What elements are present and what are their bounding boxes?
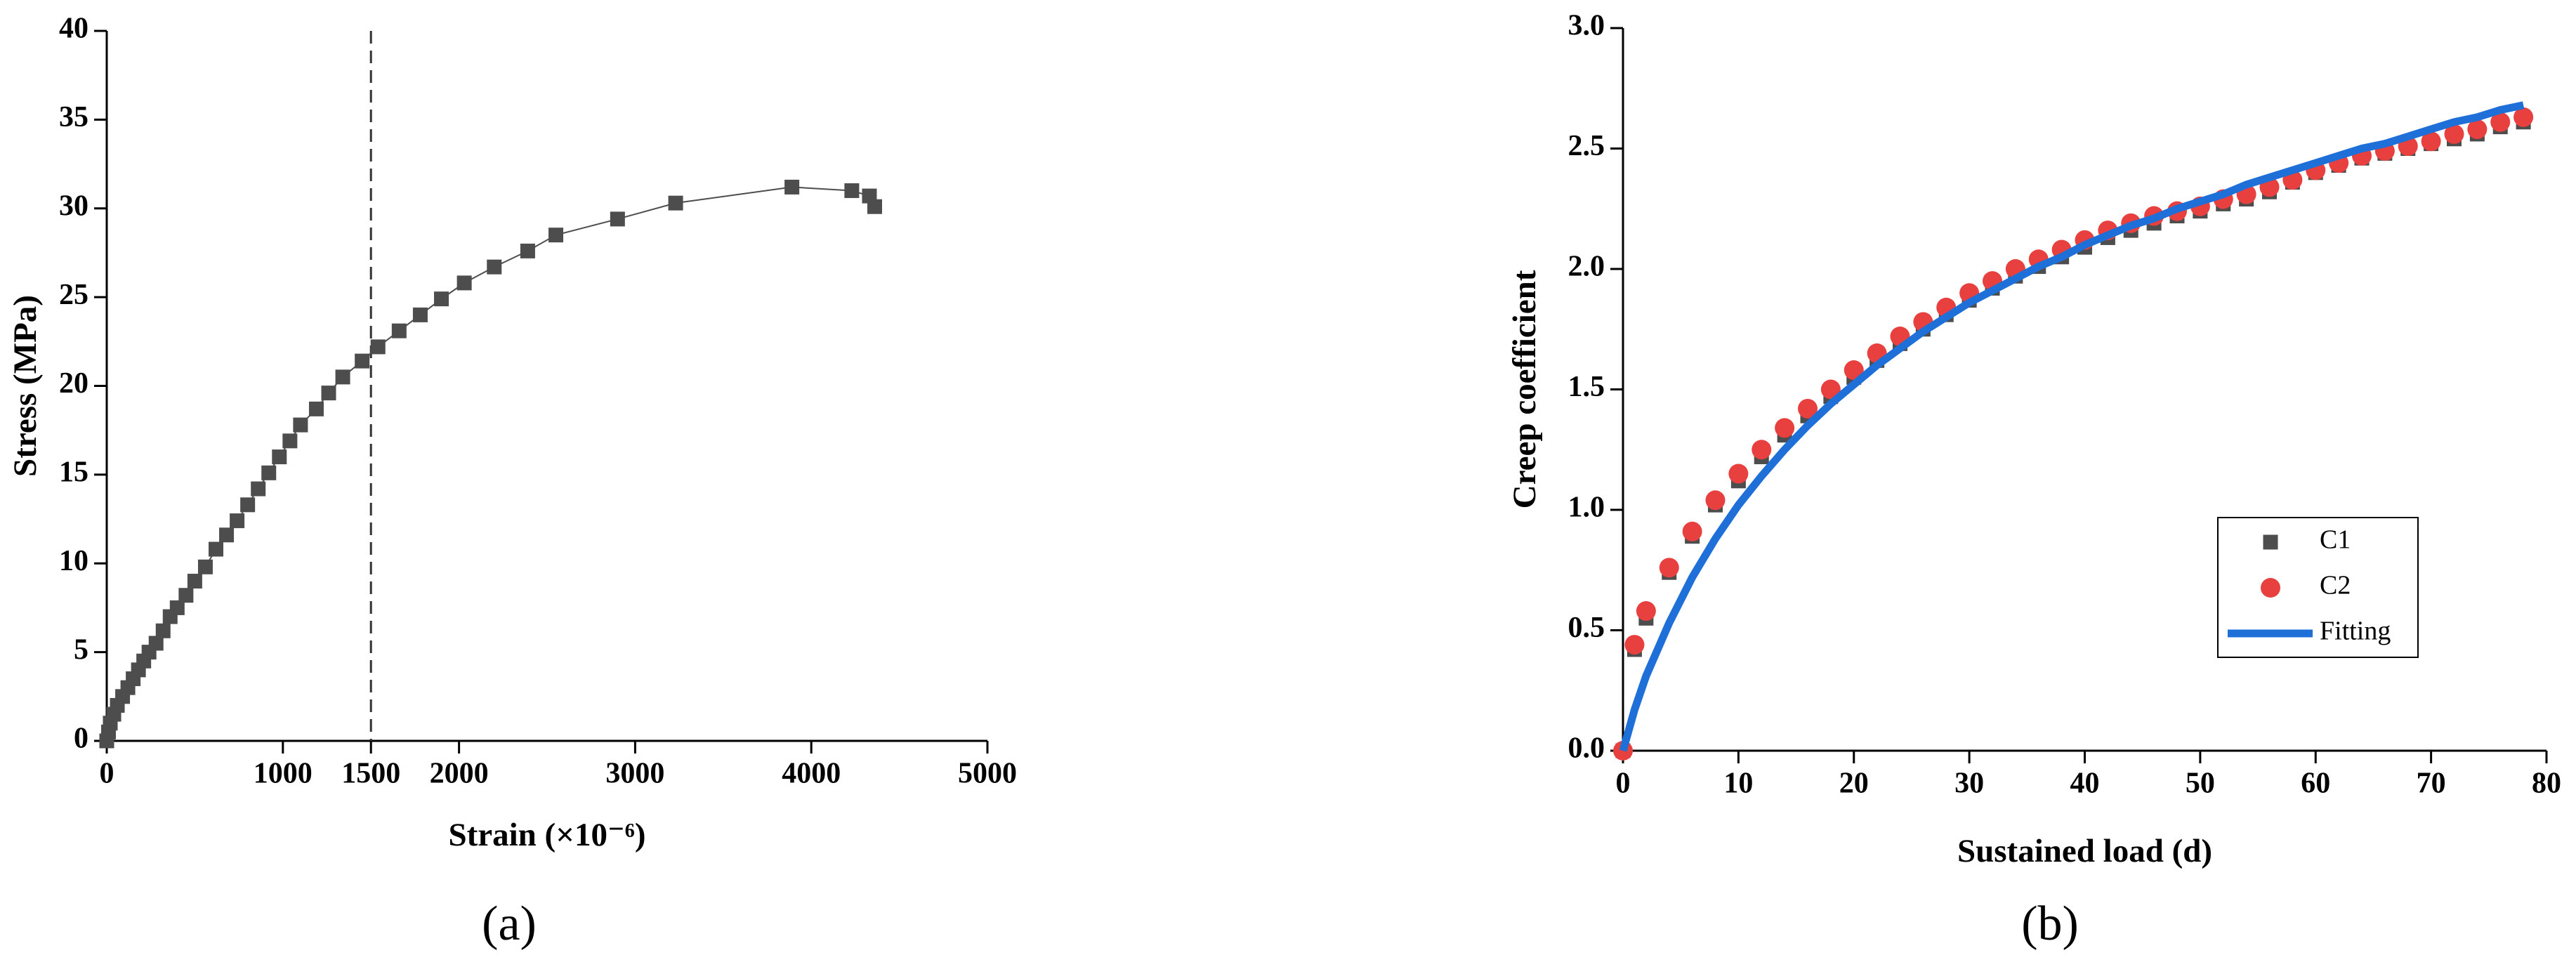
point — [272, 449, 287, 465]
x-tick-label: 0 — [100, 758, 114, 790]
x-tick-label: 3000 — [605, 758, 664, 790]
y-tick-label: 1.5 — [1568, 371, 1605, 403]
point — [867, 199, 882, 214]
point — [208, 541, 223, 557]
legend-label: C1 — [2320, 525, 2351, 555]
x-tick-label: 70 — [2417, 768, 2446, 800]
point — [610, 211, 625, 227]
point — [844, 183, 860, 198]
point — [2421, 131, 2441, 152]
point — [520, 243, 535, 258]
legend-label: Fitting — [2320, 617, 2391, 646]
point — [1820, 379, 1841, 400]
x-tick-label: 30 — [1954, 768, 1984, 800]
y-axis-title: Creep coefficient — [1506, 270, 1543, 508]
point — [1624, 635, 1645, 655]
y-tick-label: 35 — [59, 101, 88, 133]
point — [434, 291, 449, 307]
point — [335, 369, 350, 385]
point — [282, 433, 298, 449]
point — [169, 600, 185, 615]
point — [1728, 463, 1749, 484]
x-axis-title: Strain (×10⁻⁶) — [448, 817, 645, 853]
y-tick-label: 0.0 — [1568, 732, 1605, 765]
point — [1752, 440, 1772, 460]
point — [230, 513, 245, 529]
y-tick-label: 20 — [59, 367, 88, 400]
x-tick-label: 60 — [2301, 768, 2330, 800]
point — [155, 623, 171, 638]
x-tick-label: 50 — [2186, 768, 2215, 800]
y-tick-label: 0 — [74, 723, 88, 755]
y-tick-label: 40 — [59, 13, 88, 45]
point — [2467, 119, 2488, 140]
x-tick-label: 10 — [1723, 768, 1753, 800]
point — [197, 559, 213, 574]
point — [2490, 112, 2511, 132]
x-tick-label: 80 — [2532, 768, 2561, 800]
point — [784, 179, 800, 195]
point — [1636, 601, 1656, 621]
point — [1775, 418, 1795, 438]
legend-label: C2 — [2320, 571, 2351, 600]
point — [148, 636, 164, 651]
x-tick-label: 2000 — [430, 758, 489, 790]
point — [308, 401, 324, 416]
point — [251, 481, 266, 496]
x-tick-label: 1500 — [341, 758, 400, 790]
point — [2513, 107, 2534, 127]
y-tick-label: 25 — [59, 279, 88, 311]
point — [1844, 360, 1864, 381]
x-axis-title: Sustained load (d) — [1957, 833, 2212, 869]
point — [370, 339, 386, 355]
x-tick-label: 40 — [2070, 768, 2100, 800]
point — [412, 307, 428, 322]
point — [240, 497, 256, 513]
point — [391, 323, 407, 338]
point — [1798, 398, 1818, 419]
x-tick-label: 5000 — [958, 758, 1017, 790]
point — [321, 386, 336, 401]
point — [548, 228, 564, 243]
point — [456, 275, 472, 291]
x-tick-label: 0 — [1616, 768, 1631, 800]
point — [219, 527, 235, 543]
legend-marker — [2261, 578, 2280, 598]
point — [2444, 124, 2464, 144]
point — [355, 353, 370, 369]
y-tick-label: 3.0 — [1568, 10, 1605, 42]
point — [178, 588, 194, 603]
point — [668, 195, 683, 211]
point — [261, 465, 277, 480]
point — [1705, 490, 1726, 511]
y-tick-label: 10 — [59, 545, 88, 577]
y-axis-title: Stress (MPa) — [7, 295, 44, 477]
point — [1682, 521, 1702, 541]
y-tick-label: 1.0 — [1568, 492, 1605, 524]
caption: (b) — [2021, 897, 2079, 951]
point — [187, 574, 202, 589]
chart: 0.0 0.5 1.0 1.5 2.0 2.5 3.0 0 10 20 30 40 50 60 70 80 Su… — [1506, 10, 2561, 951]
x-tick-label: 1000 — [254, 758, 313, 790]
y-tick-label: 30 — [59, 190, 88, 222]
y-tick-label: 2.0 — [1568, 251, 1605, 283]
point — [1659, 558, 1679, 578]
fit-line — [1619, 101, 2525, 752]
point — [487, 259, 502, 275]
legend-marker — [2263, 534, 2278, 550]
y-tick-label: 2.5 — [1568, 130, 1605, 162]
y-tick-label: 5 — [74, 633, 88, 666]
point — [293, 417, 308, 433]
chart: 0 5 10 15 20 25 30 35 40 0 1000 1500 2000 3000 4000 500… — [7, 13, 1017, 951]
y-tick-label: 15 — [59, 456, 88, 489]
x-tick-label: 20 — [1839, 768, 1869, 800]
x-tick-label: 4000 — [782, 758, 841, 790]
y-tick-label: 0.5 — [1568, 612, 1605, 644]
caption: (a) — [482, 897, 537, 951]
